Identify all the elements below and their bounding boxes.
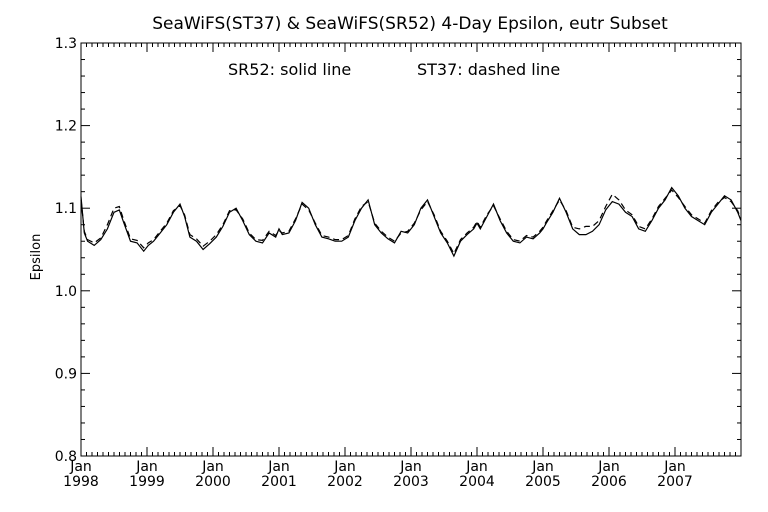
x-axis-ticks: Jan1998Jan1999Jan2000Jan2001Jan2002Jan20… xyxy=(63,43,736,490)
y-tick-label: 1.1 xyxy=(55,201,77,217)
x-tick-month-label: Jan xyxy=(597,459,620,475)
x-tick-year-label: 2005 xyxy=(525,474,561,490)
x-tick-year-label: 2006 xyxy=(591,474,627,490)
series-line-st37 xyxy=(80,189,742,255)
x-tick-year-label: 2003 xyxy=(393,474,429,490)
x-tick-month-label: Jan xyxy=(465,459,488,475)
x-tick-month-label: Jan xyxy=(399,459,422,475)
y-tick-label: 0.9 xyxy=(55,366,77,382)
y-axis-ticks: 0.8 0.9 1.0 1.1 1.2 1.3 xyxy=(55,36,741,465)
x-tick-year-label: 2000 xyxy=(195,474,231,490)
y-axis-label: Epsilon xyxy=(29,234,44,281)
x-tick-month-label: Jan xyxy=(201,459,224,475)
x-tick-month-label: Jan xyxy=(663,459,686,475)
series-lines xyxy=(80,186,742,258)
chart-title: SeaWiFS(ST37) & SeaWiFS(SR52) 4-Day Epsi… xyxy=(152,14,668,34)
series-line-sr52 xyxy=(80,186,742,258)
y-tick-label: 1.2 xyxy=(55,119,77,135)
x-tick-year-label: 2007 xyxy=(657,474,693,490)
x-tick-year-label: 1998 xyxy=(63,474,99,490)
x-tick-year-label: 2002 xyxy=(327,474,363,490)
x-tick-year-label: 2004 xyxy=(459,474,495,490)
x-tick-month-label: Jan xyxy=(531,459,554,475)
annotation-solid-line: SR52: solid line xyxy=(228,60,351,79)
x-tick-month-label: Jan xyxy=(333,459,356,475)
y-tick-label: 1.3 xyxy=(55,36,77,52)
x-tick-year-label: 1999 xyxy=(129,474,165,490)
annotation-dashed-line: ST37: dashed line xyxy=(417,60,560,79)
x-tick-month-label: Jan xyxy=(267,459,290,475)
x-tick-year-label: 2001 xyxy=(261,474,297,490)
y-tick-label: 0.8 xyxy=(55,449,77,465)
y-tick-label: 1.0 xyxy=(55,284,77,300)
x-tick-month-label: Jan xyxy=(135,459,158,475)
x-tick-month-label: Jan xyxy=(69,459,92,475)
